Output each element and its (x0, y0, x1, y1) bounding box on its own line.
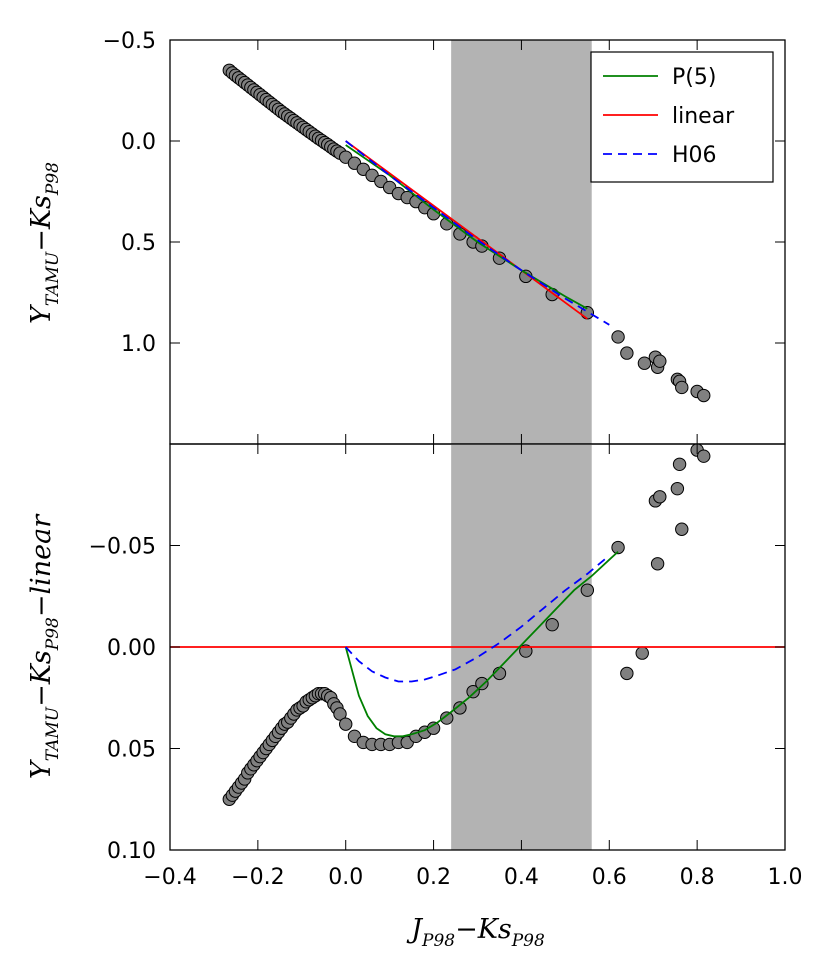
axis-labels: YTAMU−KsP98 YTAMU−KsP98−linear JP98−KsP9… (26, 162, 545, 951)
legend: P(5) linear H06 (590, 51, 774, 183)
data-markers (222, 63, 711, 403)
data-point (475, 676, 489, 691)
plot-area (170, 444, 785, 806)
data-point (653, 490, 667, 504)
top-panel: −0.5 0.0 0.5 1.0 (103, 29, 786, 445)
data-point (697, 388, 711, 403)
h06-fit-line (345, 554, 610, 683)
bottom-panel: −0.4 −0.2 0.0 0.2 0.4 0.6 0.8 1.0 −0.05 0.00 0.05 0… (89, 443, 803, 890)
y-tick-label: 1.0 (121, 332, 156, 357)
data-point (653, 354, 667, 368)
data-point (339, 717, 353, 731)
x-tick-label: −0.2 (231, 865, 284, 890)
legend-label: linear (672, 104, 735, 129)
top-y-axis-label: YTAMU−KsP98 (26, 162, 63, 324)
data-point (611, 330, 625, 344)
data-point (635, 646, 649, 660)
x-axis-label: JP98−KsP98 (406, 914, 545, 951)
y-tick-label: 0.00 (107, 636, 156, 661)
legend-label: H06 (672, 143, 717, 168)
legend-label: P(5) (672, 65, 716, 90)
data-point (545, 617, 559, 632)
x-tick-label: 0.4 (504, 865, 539, 890)
data-point (611, 540, 625, 555)
data-point (453, 701, 467, 715)
data-point (675, 380, 689, 395)
x-tick-label: 0.8 (680, 865, 715, 890)
p5-fit-line (344, 550, 619, 738)
data-point (637, 356, 652, 370)
y-tick-label: −0.05 (89, 535, 156, 560)
x-tick-label: 0.2 (416, 865, 451, 890)
y-tick-label: 0.5 (121, 231, 156, 256)
data-point (333, 707, 347, 721)
data-point (697, 449, 711, 463)
data-point (620, 346, 634, 360)
data-point (675, 522, 689, 536)
y-tick-label: 0.05 (107, 738, 156, 763)
data-point (620, 666, 634, 681)
bottom-y-axis-label: YTAMU−KsP98−linear (26, 513, 63, 779)
plot-area (222, 63, 711, 403)
x-tick-label: 0.0 (328, 865, 363, 890)
data-point (519, 644, 533, 658)
data-point (650, 557, 665, 571)
h06-fit-line (345, 140, 610, 326)
x-tick-label: −0.4 (143, 865, 196, 890)
p5-fit-line (345, 144, 588, 310)
linear-fit-line (345, 140, 588, 320)
y-tick-label: 0.10 (107, 839, 156, 864)
data-point (672, 457, 687, 471)
y-tick-label: −0.5 (103, 29, 156, 54)
data-point (580, 583, 595, 597)
y-tick-label: 0.0 (121, 130, 156, 155)
x-tick-label: 1.0 (768, 865, 803, 890)
data-point (670, 481, 685, 496)
data-markers (222, 444, 711, 806)
legend-box (590, 51, 774, 183)
data-point (466, 684, 480, 699)
x-tick-label: 0.6 (592, 865, 627, 890)
data-point (440, 711, 454, 725)
